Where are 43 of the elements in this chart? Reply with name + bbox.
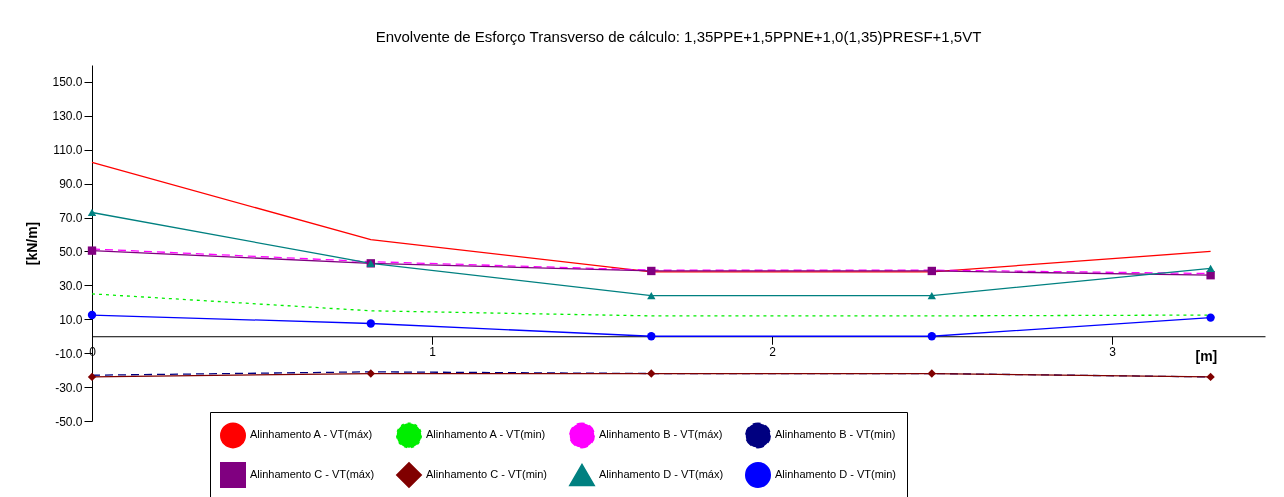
point — [927, 291, 936, 300]
point — [1206, 313, 1215, 322]
legend-label: Alinhamento A - VT(min) — [426, 428, 546, 441]
y-tick-label: 150.0 — [52, 75, 83, 90]
legend-label: Alinhamento D - VT(min) — [775, 468, 897, 480]
point — [647, 332, 656, 341]
y-tick-label: 70.0 — [59, 211, 83, 226]
y-axis-title: [kN/m] — [24, 221, 41, 266]
legend-label: Alinhamento D - VT(máx) — [599, 468, 724, 480]
y-tick-label: 130.0 — [52, 109, 83, 124]
x-tick-label: 3 — [1109, 344, 1117, 359]
y-tick-label: -50.0 — [55, 414, 83, 429]
y-tick-label: 110.0 — [53, 143, 83, 158]
point — [927, 332, 936, 341]
legend-label: Alinhamento A - VT(máx) — [250, 428, 373, 441]
point — [87, 372, 97, 382]
y-tick-label: 10.0 — [59, 312, 83, 327]
legend-label: Alinhamento C - VT(min) — [426, 468, 548, 480]
chart-title: Envolvente de Esforço Transverso de cálculo: 1,35PPE+1,5PPNE+1,0(1,35)PRESF+1,5VT — [375, 28, 982, 45]
point — [647, 369, 656, 378]
y-tick-label: -30.0 — [55, 380, 83, 395]
point — [366, 319, 375, 328]
point — [1206, 271, 1215, 280]
point — [1206, 264, 1215, 273]
point — [87, 246, 97, 255]
legend-label: Alinhamento C - VT(máx) — [250, 468, 375, 480]
point — [87, 208, 97, 217]
point — [927, 369, 936, 378]
y-tick-label: 50.0 — [59, 244, 83, 259]
legend-label: Alinhamento B - VT(máx) — [599, 428, 723, 441]
point — [87, 310, 97, 320]
x-tick-label: 2 — [769, 344, 777, 359]
y-tick-label: 30.0 — [59, 278, 83, 293]
x-tick-label: 1 — [429, 344, 437, 359]
y-tick-label: 90.0 — [59, 177, 83, 192]
point — [1206, 372, 1215, 382]
point — [366, 369, 375, 378]
y-tick-label: -10.0 — [55, 346, 83, 361]
point — [927, 266, 936, 276]
legend-label: Alinhamento B - VT(min) — [775, 428, 896, 441]
point — [647, 291, 656, 300]
x-axis-title: [m] — [1195, 347, 1218, 364]
point — [647, 266, 656, 276]
